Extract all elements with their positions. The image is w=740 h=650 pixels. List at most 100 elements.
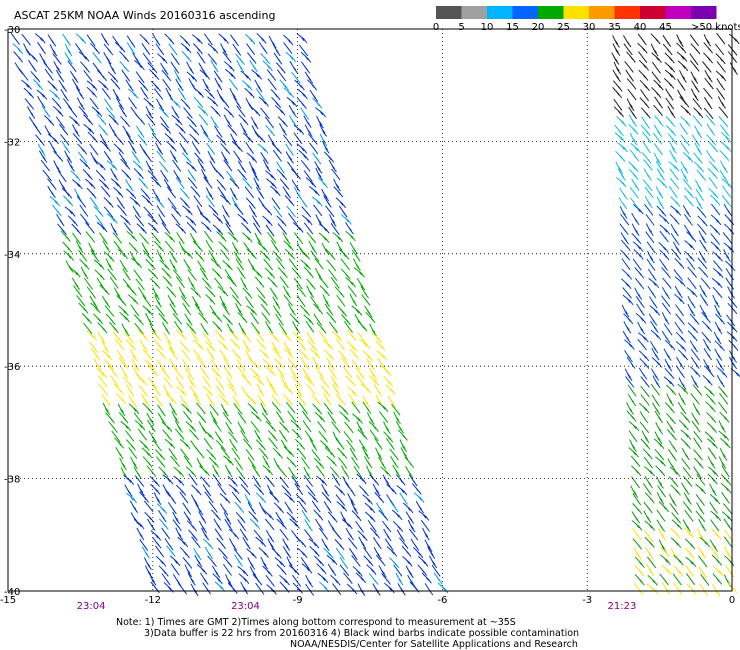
wind-barb [309,89,319,102]
wind-barb [234,203,244,216]
wind-barb [342,366,353,378]
lat-labels: -30-32-34-36-38-40 [4,25,20,598]
wind-barb [669,466,681,477]
wind-barb [308,538,320,549]
wind-barb [714,321,723,335]
wind-barb [661,312,670,325]
wind-barb [693,152,703,164]
wind-barb [381,365,392,377]
wind-barb [362,350,373,362]
wind-barb [699,239,708,252]
wind-barb [200,323,209,336]
wind-barb [314,161,323,174]
wind-barb [49,89,60,100]
wind-barb [292,582,303,594]
wind-barb [683,527,695,539]
wind-barb [36,89,48,100]
wind-barb [198,511,207,524]
wind-barb [261,412,272,425]
wind-barb [218,241,229,253]
wind-barb [712,566,724,577]
wind-barb [246,248,257,260]
wind-barb [98,375,108,388]
wind-barb [720,131,732,143]
wind-barb [649,340,659,354]
wind-barb [251,69,262,80]
wind-barb [376,350,388,361]
wind-barb [681,458,691,470]
wind-barb [228,528,240,540]
wind-barb [237,366,247,378]
wind-barb [198,520,207,534]
wind-barb [634,582,644,595]
wind-barb [108,123,117,136]
wind-barb [316,115,324,129]
wind-barb [392,521,404,532]
wind-barb [682,205,691,218]
wind-barb [160,123,172,134]
wind-barb [118,152,128,165]
wind-barb [103,51,112,65]
wind-barb [294,79,305,91]
wind-barb [230,133,238,147]
wind-barb [666,429,677,441]
wind-barb [315,267,323,281]
wind-barb [631,223,640,236]
wind-barb [620,232,629,245]
wind-barb [664,69,676,80]
wind-barb [292,222,304,233]
wind-barb [262,60,273,72]
wind-barb [690,348,700,361]
wind-barb [245,197,256,209]
wind-barb [100,186,111,198]
wind-barb [237,565,249,577]
wind-barb [152,33,161,46]
wind-barb [706,411,717,423]
wind-barb [128,395,138,408]
wind-barb [192,240,203,252]
wind-barb [303,115,312,128]
wind-barb [306,332,315,345]
wind-barb [301,206,312,218]
wind-barb [360,286,369,299]
wind-barb [399,492,408,505]
wind-barb [227,582,238,594]
wind-barb [328,269,338,281]
wind-barb [362,401,372,414]
wind-barb [48,133,59,145]
wind-barb [653,438,665,450]
wind-barb [271,401,282,414]
wind-barb [277,223,288,235]
wind-barb [179,546,190,559]
wind-barb [624,339,635,350]
wind-barb [242,438,253,450]
colorbar-label: 5 [458,22,464,33]
wind-barb [281,485,292,497]
wind-barb [266,178,277,189]
wind-barb [143,97,154,109]
wind-barb [385,437,395,450]
wind-barb [624,350,633,363]
wind-barb [60,230,71,242]
wind-barb [172,159,182,172]
wind-barb [631,178,640,191]
wind-barb [53,61,62,74]
wind-barb [237,160,247,173]
wind-barb [349,447,358,461]
wind-barb [113,186,124,198]
wind-barb [695,510,706,523]
wind-barb [119,60,130,73]
wind-barb [304,529,314,541]
wind-barb [637,332,649,343]
wind-barb [181,51,192,63]
wind-barb [197,159,206,172]
wind-barb [137,483,145,497]
wind-barb [103,206,114,218]
wind-barb [175,223,187,234]
wind-barb [194,303,204,316]
wind-barb [103,251,115,262]
wind-barb [291,428,303,440]
wind-barb [291,71,301,84]
wind-barb [623,321,632,334]
wind-barb [708,187,719,199]
